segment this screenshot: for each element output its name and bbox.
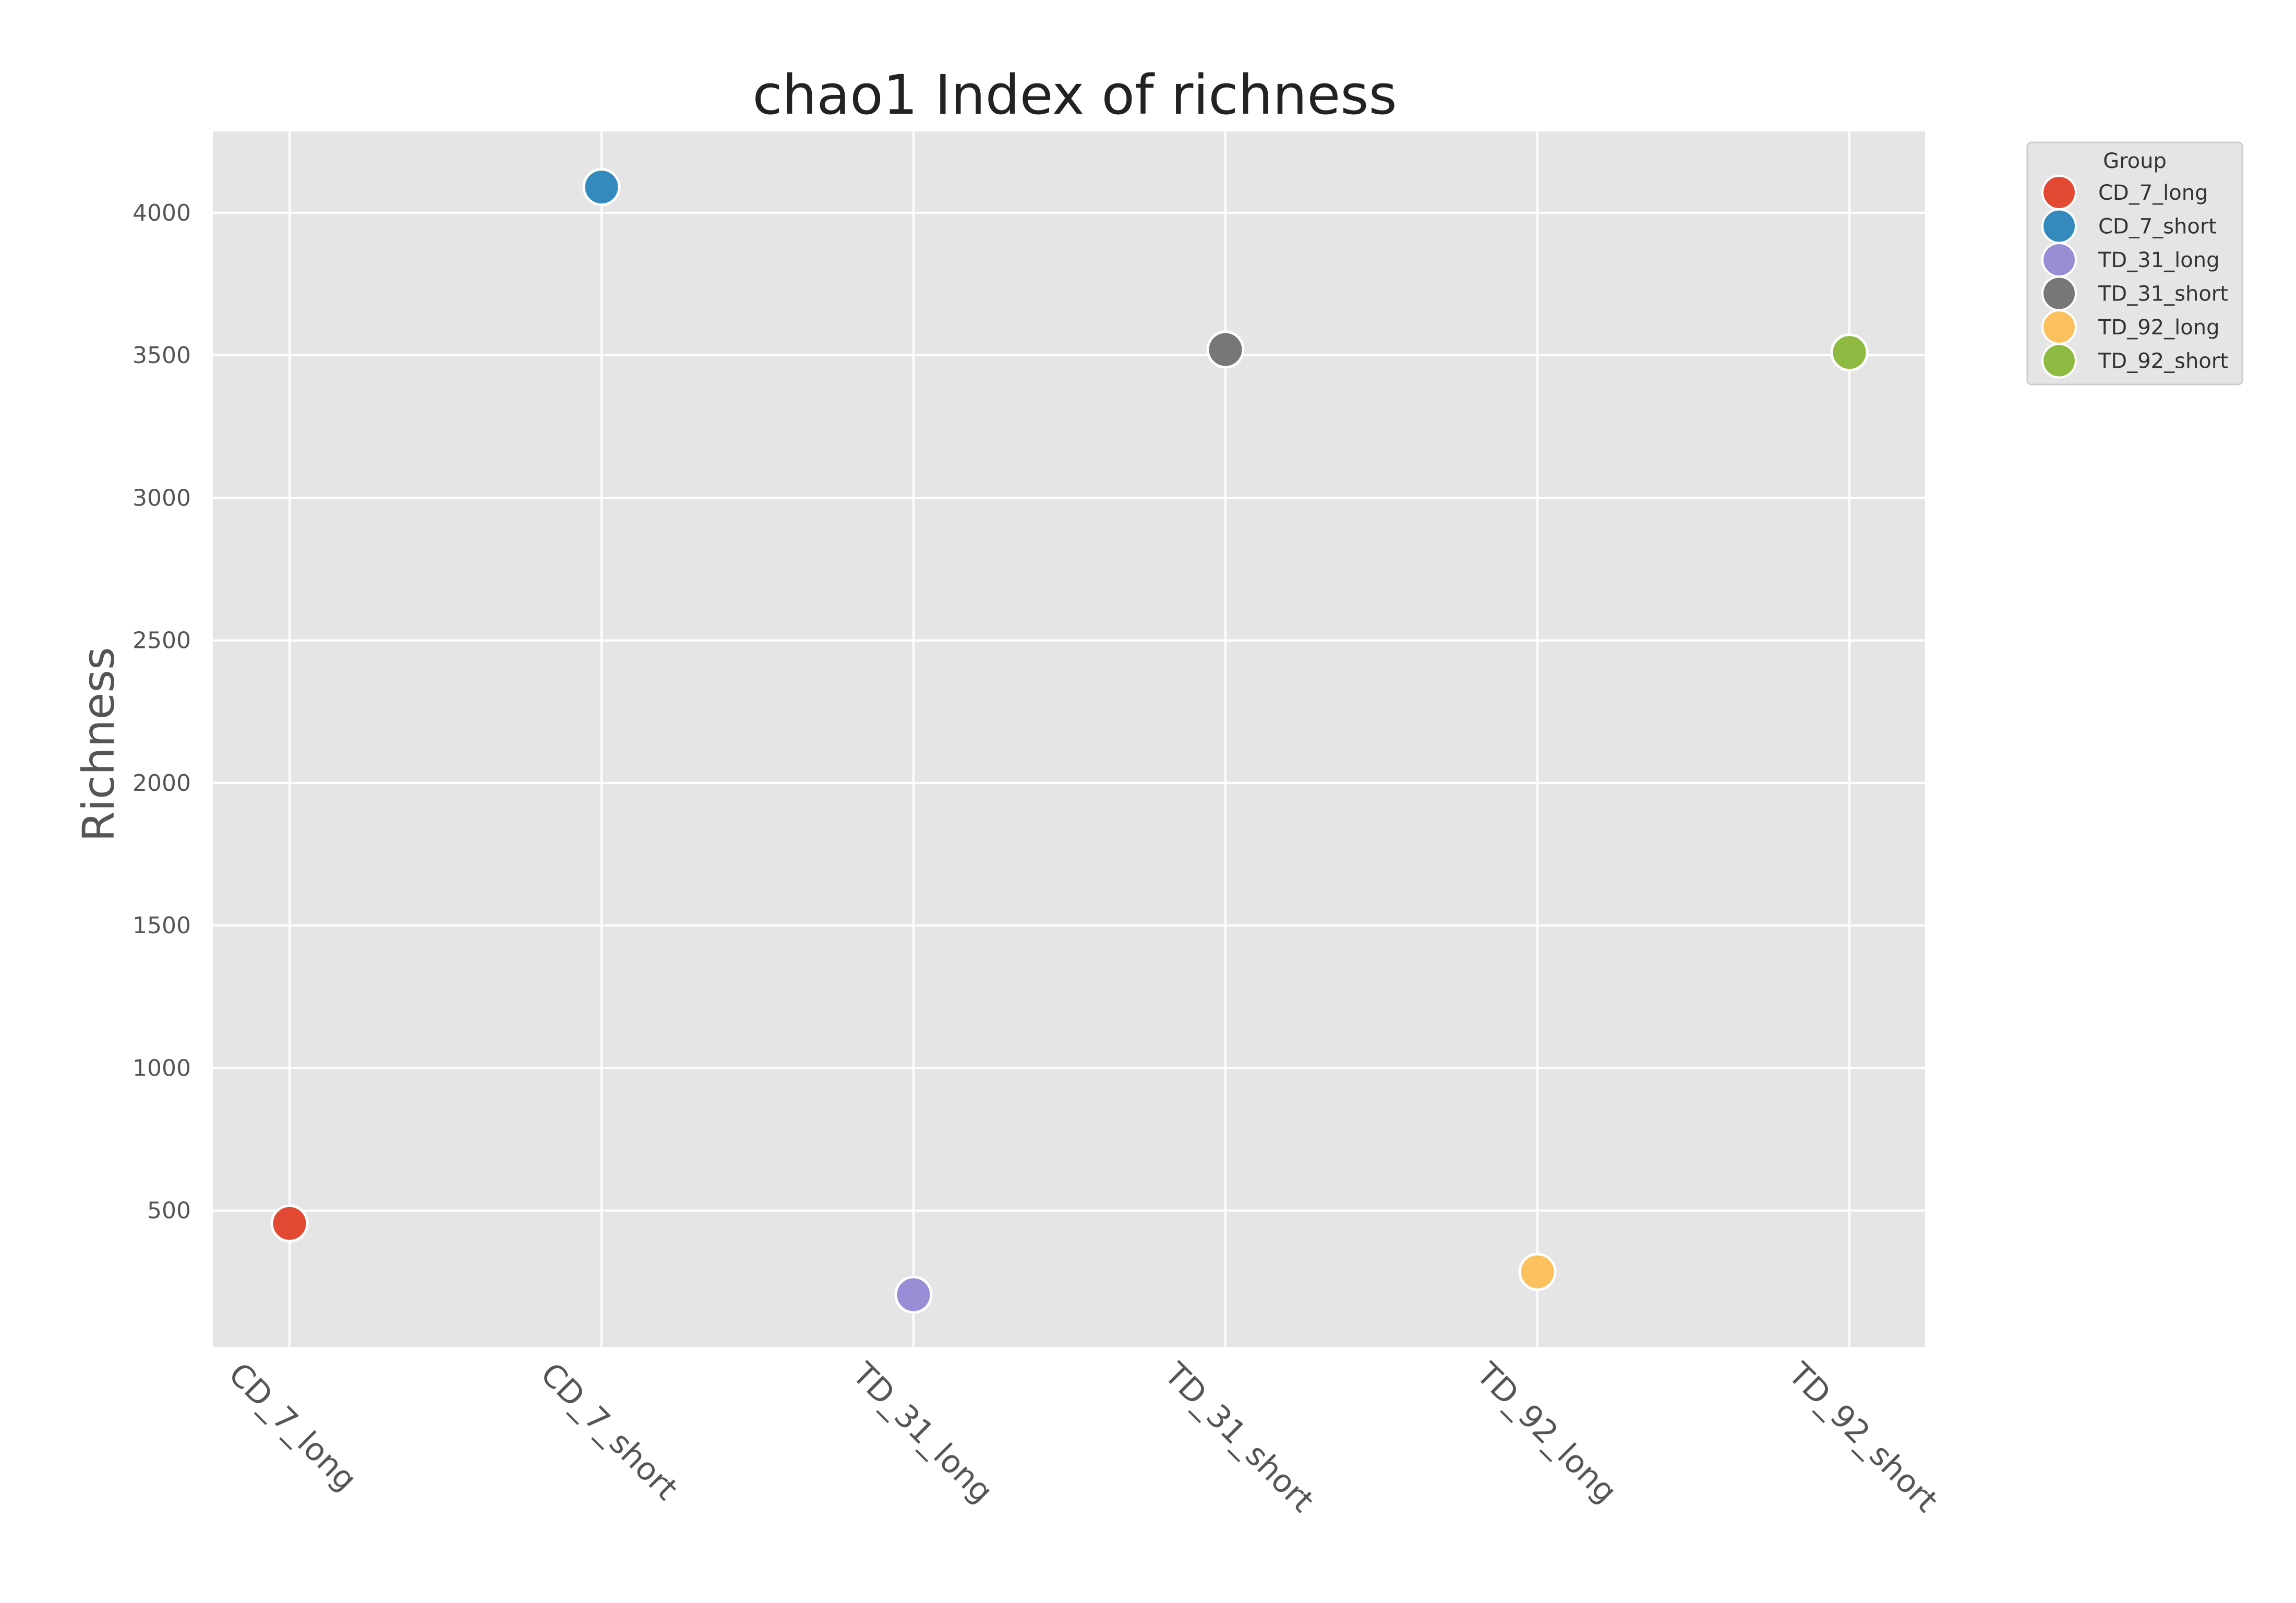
chart-title: chao1 Index of richness [752,63,1397,127]
legend-item-td-92-long[interactable]: TD_92_long [2041,309,2219,345]
x-axis-ticks: CD_7_long CD_7_short TD_31_long TD_31_short… [221,1355,1945,1519]
legend-marker [2041,343,2077,379]
legend-label: CD_7_short [2098,215,2217,239]
y-tick-label: 3000 [133,485,191,511]
x-tick-label: CD_7_short [533,1356,684,1507]
legend-label: TD_92_long [2098,316,2219,340]
y-tick-label: 1500 [133,912,191,939]
legend-item-td-31-long[interactable]: TD_31_long [2041,242,2219,278]
y-tick-label: 2500 [133,628,191,654]
data-point-td-31-short[interactable] [1206,330,1245,369]
legend: Group CD_7_long CD_7_short TD_31_long TD_31… [2026,141,2243,385]
legend-marker [2041,309,2077,345]
legend-entries: CD_7_long CD_7_short TD_31_long TD_31_short… [2041,175,2228,379]
data-point-cd-7-short[interactable] [582,168,621,207]
legend-item-td-31-short[interactable]: TD_31_short [2041,275,2228,311]
legend-box [2026,141,2243,385]
legend-title: Group [2103,149,2167,173]
data-points [270,168,1869,1314]
legend-item-cd-7-short[interactable]: CD_7_short [2041,208,2217,244]
y-tick-label: 1000 [133,1055,191,1081]
legend-label: TD_31_long [2098,248,2219,272]
x-tick-label: TD_31_long [845,1355,1000,1510]
data-point-td-31-long[interactable] [894,1275,933,1314]
y-tick-label: 4000 [133,200,191,226]
y-tick-label: 2000 [133,770,191,797]
legend-marker [2041,242,2077,278]
x-tick-label: TD_92_long [1469,1355,1624,1510]
y-axis-label: Richness [73,647,124,842]
legend-label: CD_7_long [2098,181,2208,205]
y-axis-ticks: 500 1000 1500 2000 2500 3000 3500 4000 [133,200,191,1224]
x-tick-label: TD_31_short [1157,1355,1321,1519]
x-tick-label: TD_92_short [1781,1355,1945,1519]
y-tick-label: 500 [147,1198,191,1224]
data-point-td-92-long[interactable] [1518,1252,1557,1291]
legend-label: TD_92_short [2098,349,2228,373]
data-point-cd-7-long[interactable] [270,1204,309,1243]
legend-label: TD_31_short [2098,282,2228,306]
legend-marker [2041,208,2077,244]
plot-area [213,131,1925,1347]
x-tick-label: CD_7_long [221,1356,364,1498]
legend-item-td-92-short[interactable]: TD_92_short [2041,343,2228,379]
legend-marker [2041,275,2077,311]
data-point-td-92-short[interactable] [1830,333,1869,372]
legend-item-cd-7-long[interactable]: CD_7_long [2041,175,2208,210]
legend-marker [2041,175,2077,210]
y-tick-label: 3500 [133,342,191,369]
